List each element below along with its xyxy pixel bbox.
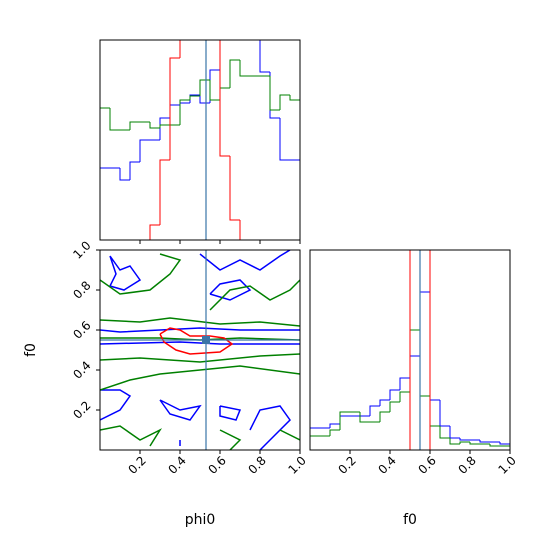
hist-bin [439,426,450,439]
hist-bin [409,250,411,450]
contour-line [100,341,300,345]
hist-bin [269,76,280,111]
hist-bin [339,411,350,430]
panel-frame [99,39,301,241]
hist-bin [239,60,250,77]
hist-bin [259,40,270,73]
hist-bin [209,80,220,101]
contour-line [249,405,291,450]
hist-bin [449,438,460,445]
contour-line [159,327,234,355]
hist-bin [389,389,400,400]
hist-bin [329,423,340,428]
contour-line [100,365,300,391]
hist-bin [310,427,320,450]
hist-bin [459,441,470,444]
hist-bin [169,57,180,160]
hist-bin [179,99,190,125]
hist-bin [310,435,320,450]
hist-bin [279,94,290,110]
hist-bin [489,444,500,447]
contour-line [159,399,202,421]
hist-bin [189,95,200,100]
truth-marker [202,336,210,344]
hist-bin [399,377,410,390]
hist-bin [129,161,140,180]
hist-bin [199,79,210,96]
hist-bin [469,442,480,445]
contour-line [219,405,242,421]
contour-line [100,389,132,421]
hist-bin [479,440,490,443]
panel-data [100,250,300,450]
hist-bin [119,168,130,181]
hist-bin [229,156,240,221]
hist-bin [290,159,300,240]
hist-bin [239,220,250,240]
hist-bin [100,107,110,240]
hist-bin [500,445,510,450]
contour-line [199,250,291,271]
hist-bin [159,117,170,140]
panel-frame [99,249,301,451]
hist-bin [129,121,140,130]
hist-bin [389,401,400,412]
hist-bin [329,429,340,436]
contour-line [108,255,142,291]
contour-line [100,317,300,327]
hist-bin [229,59,240,88]
contour-line [209,279,300,311]
panel-data [100,40,300,240]
hist-bin [149,224,160,240]
panel-data [310,250,510,450]
hist-bin [139,139,150,162]
hist-bin [109,108,120,131]
hist-bin [219,40,230,157]
x-axis-label: phi0 [185,512,216,528]
hist-bin [289,95,300,240]
hist-bin [379,411,390,422]
contour-line [100,253,182,295]
hist-bin [100,167,110,240]
hist-bin [159,124,170,128]
x-axis-label: f0 [403,512,417,528]
contour-line [279,429,300,441]
contour-line [100,327,300,333]
hist-bin [199,95,210,104]
hist-bin [149,122,160,129]
contour-line [100,353,300,363]
hist-bin [159,159,170,225]
contour-line [100,425,163,447]
hist-bin [499,442,510,450]
y-axis-label: f0 [23,343,39,357]
contour-line [209,279,252,301]
contour-line [219,429,242,450]
hist-bin [179,40,190,58]
hist-bin [429,250,440,450]
hist-bin [379,399,390,406]
hist-bin [459,438,470,441]
hist-bin [359,412,370,423]
hist-bin [279,118,290,161]
hist-bin [369,405,380,416]
hist-bin [399,391,410,402]
panel-frame [309,249,511,451]
